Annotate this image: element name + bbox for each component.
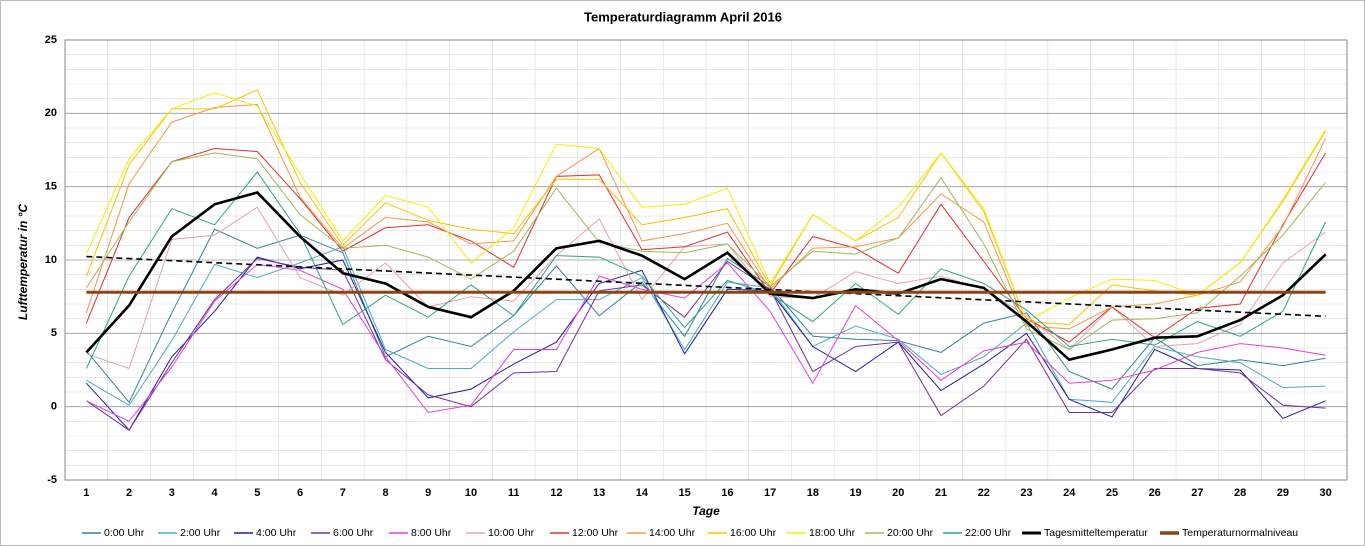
x-tick-label: 9 xyxy=(425,487,431,499)
y-tick-label: 0 xyxy=(51,401,57,413)
legend-label: Temperaturnormalniveau xyxy=(1182,527,1298,539)
x-tick-label: 22 xyxy=(978,487,990,499)
x-tick-label: 20 xyxy=(892,487,904,499)
series-line xyxy=(85,191,1327,362)
x-tick-label: 14 xyxy=(636,487,649,499)
legend-label: 4:00 Uhr xyxy=(256,527,297,539)
series-line xyxy=(85,152,1326,351)
x-tick-label: 16 xyxy=(721,487,733,499)
x-tick-label: 15 xyxy=(679,487,691,499)
x-tick-label: 27 xyxy=(1191,487,1203,499)
x-tick-label: 29 xyxy=(1277,487,1289,499)
x-tick-label: 12 xyxy=(550,487,562,499)
x-tick-label: 8 xyxy=(382,487,388,499)
x-tick-label: 26 xyxy=(1149,487,1161,499)
series-line xyxy=(85,89,1327,326)
y-tick-label: 20 xyxy=(45,107,57,119)
legend-label: 10:00 Uhr xyxy=(488,527,535,539)
legend-label: Tagesmitteltemperatur xyxy=(1044,527,1148,539)
series-line xyxy=(85,92,1327,323)
legend-label: 2:00 Uhr xyxy=(180,527,221,539)
y-axis-title: Lufttemperatur in °C xyxy=(16,204,30,320)
x-tick-label: 30 xyxy=(1320,487,1332,499)
legend-label: 8:00 Uhr xyxy=(411,527,452,539)
series-line xyxy=(86,206,1326,370)
x-tick-label: 19 xyxy=(849,487,861,499)
x-tick-label: 10 xyxy=(465,487,477,499)
legend-label: 16:00 Uhr xyxy=(730,527,777,539)
x-tick-label: 5 xyxy=(254,487,260,499)
x-tick-label: 24 xyxy=(1063,487,1076,499)
x-tick-label: 3 xyxy=(169,487,175,499)
x-tick-label: 1 xyxy=(83,487,89,499)
y-tick-label: 25 xyxy=(45,34,57,46)
x-axis-title: Tage xyxy=(692,504,720,518)
legend-label: 22:00 Uhr xyxy=(965,527,1012,539)
x-tick-label: 28 xyxy=(1234,487,1246,499)
x-tick-label: 6 xyxy=(297,487,303,499)
chart-title: Temperaturdiagramm April 2016 xyxy=(584,9,782,24)
legend-label: 20:00 Uhr xyxy=(887,527,934,539)
series-line xyxy=(86,228,1326,404)
x-tick-label: 4 xyxy=(212,487,219,499)
x-tick-label: 21 xyxy=(935,487,947,499)
series-line xyxy=(85,147,1327,343)
trend-line xyxy=(86,255,1326,318)
y-tick-label: 10 xyxy=(45,254,57,266)
x-tick-label: 7 xyxy=(340,487,346,499)
x-tick-label: 17 xyxy=(764,487,776,499)
x-tick-label: 2 xyxy=(126,487,132,499)
y-tick-label: 5 xyxy=(51,327,57,339)
legend-label: 12:00 Uhr xyxy=(572,527,619,539)
series-line xyxy=(85,171,1327,369)
y-tick-label: -5 xyxy=(47,474,57,486)
legend-label: 18:00 Uhr xyxy=(809,527,856,539)
x-tick-label: 18 xyxy=(807,487,819,499)
legend-label: 14:00 Uhr xyxy=(649,527,696,539)
y-tick-label: 15 xyxy=(45,181,57,193)
legend-label: 0:00 Uhr xyxy=(104,527,145,539)
plot-frame xyxy=(64,39,1348,481)
x-tick-label: 23 xyxy=(1020,487,1032,499)
series-line xyxy=(86,262,1326,422)
x-tick-label: 13 xyxy=(593,487,605,499)
legend-label: 6:00 Uhr xyxy=(333,527,374,539)
x-tick-label: 25 xyxy=(1106,487,1118,499)
x-tick-label: 11 xyxy=(508,487,520,499)
